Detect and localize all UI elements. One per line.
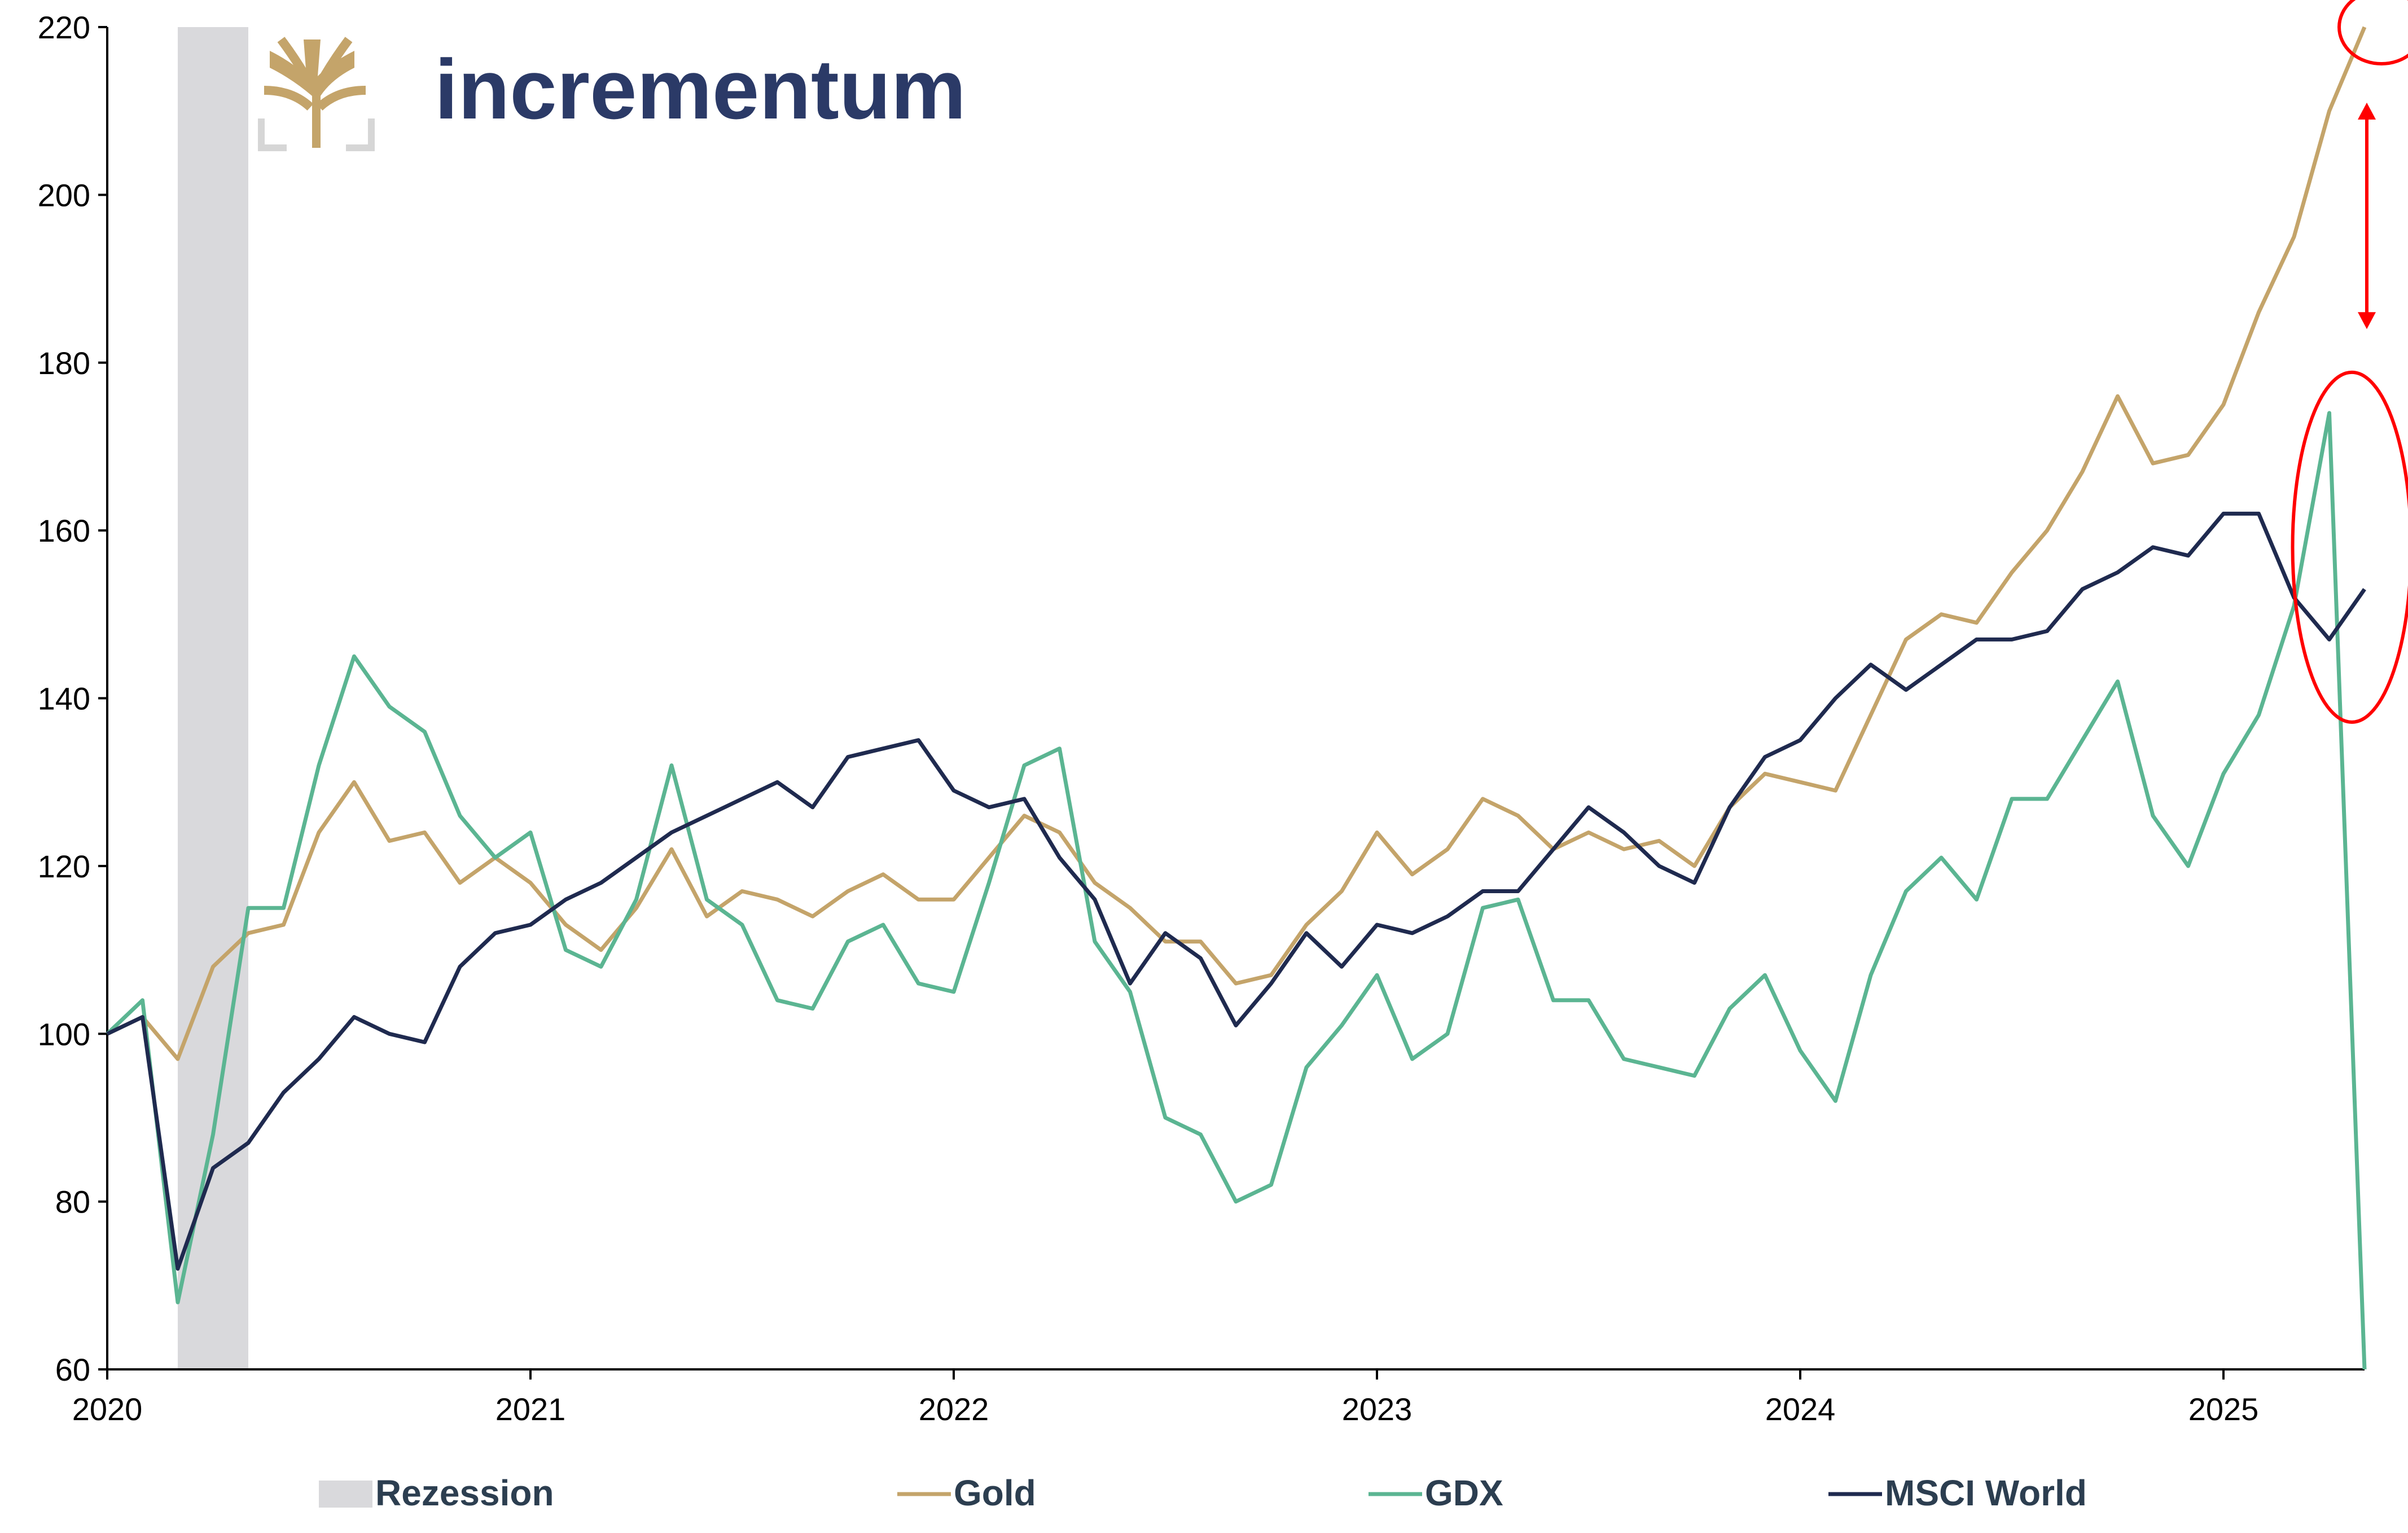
legend-label: GDX (1425, 1473, 1503, 1513)
brand-logo: incrementum (258, 37, 966, 151)
series-layer (106, 26, 2367, 1370)
legend-label: Rezession (375, 1473, 554, 1513)
legend-swatch (319, 1481, 372, 1508)
y-tick-label: 200 (38, 177, 90, 213)
recession-band (178, 27, 248, 1369)
legend: Rezession Gold GDX MSCI World (319, 1473, 2087, 1513)
y-tick-label: 80 (55, 1184, 90, 1220)
highlight-ellipse (2337, 0, 2408, 65)
y-tick-label: 140 (38, 681, 90, 717)
legend-label: Gold (954, 1473, 1036, 1513)
arrow-head-down (2358, 312, 2376, 330)
series-line-gdx (106, 411, 2367, 1370)
y-tick-label: 220 (38, 10, 90, 45)
y-tick-label: 120 (38, 849, 90, 884)
brand-name: incrementum (435, 42, 966, 137)
arrow-head-up (2358, 102, 2376, 120)
x-tick-label: 2024 (1765, 1391, 1836, 1427)
recession-shading-layer (178, 27, 248, 1369)
legend-label: MSCI World (1885, 1473, 2087, 1513)
y-tick-label: 160 (38, 513, 90, 548)
x-tick-label: 2023 (1342, 1391, 1413, 1427)
annotation-layer (2291, 0, 2408, 724)
x-tick-label: 2020 (72, 1391, 143, 1427)
x-tick-label: 2025 (2188, 1391, 2259, 1427)
highlight-ellipse (2291, 370, 2408, 724)
y-tick-label: 60 (55, 1352, 90, 1387)
y-tick-label: 180 (38, 345, 90, 381)
x-tick-label: 2022 (919, 1391, 989, 1427)
y-tick-label: 100 (38, 1016, 90, 1052)
axes: 60 80 100 120 140 160 180 200 220 2020 2021 2022 202… (38, 10, 2365, 1427)
tree-icon (258, 37, 375, 151)
series-line-msci-world (106, 511, 2366, 1271)
series-line-gold (106, 26, 2367, 1061)
x-tick-label: 2021 (495, 1391, 566, 1427)
